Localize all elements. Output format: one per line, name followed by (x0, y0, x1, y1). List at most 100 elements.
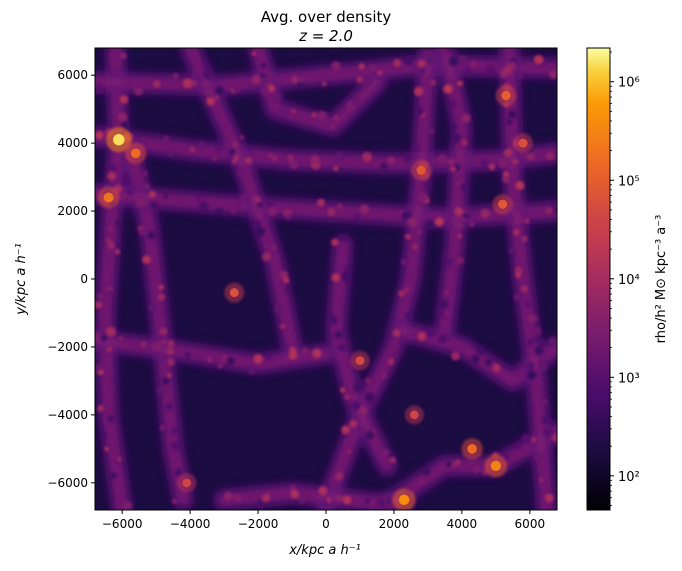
density-clump (513, 372, 519, 378)
density-clump (97, 405, 104, 412)
density-clump (351, 401, 361, 411)
density-clump (485, 358, 493, 366)
density-clump (159, 327, 168, 336)
density-clump (211, 156, 217, 162)
cluster-core (518, 138, 528, 148)
density-clump (454, 207, 463, 216)
density-clump (297, 75, 305, 84)
density-clump (158, 284, 164, 291)
density-clump (334, 151, 344, 162)
density-clump (107, 259, 115, 267)
density-clump (171, 428, 178, 435)
density-clump (398, 290, 405, 297)
density-clump (253, 353, 263, 364)
density-clump (166, 195, 176, 204)
cluster-core (130, 148, 141, 159)
cluster-core (498, 199, 508, 209)
cluster-core (490, 460, 501, 471)
density-clump (167, 372, 172, 378)
density-clump (100, 334, 108, 342)
density-clump (142, 255, 151, 264)
y-axis-label: y/kpc a h⁻¹ (14, 243, 29, 316)
density-clump (476, 346, 486, 355)
density-clump (393, 59, 402, 68)
density-clump (361, 77, 370, 86)
density-clump (260, 76, 270, 85)
y-tick-label: 6000 (57, 68, 88, 82)
density-clump (163, 193, 169, 199)
density-clump (288, 350, 298, 360)
density-clump (458, 55, 468, 64)
colorbar-label: rho/h² M⊙ kpc⁻³ a⁻³ (654, 215, 669, 344)
density-clump (539, 362, 549, 372)
density-clump (229, 148, 236, 155)
y-tick-label: 0 (80, 272, 88, 286)
density-clump (105, 326, 116, 337)
density-clump (449, 100, 456, 108)
density-clump (301, 347, 309, 355)
density-clump (162, 310, 168, 316)
density-clump (326, 497, 332, 503)
cluster-core (355, 356, 365, 365)
density-clump (435, 217, 444, 227)
density-clump (108, 226, 114, 232)
density-clump (356, 76, 364, 84)
density-clump (359, 204, 370, 215)
density-clump (533, 452, 544, 463)
density-clump (109, 85, 117, 93)
density-clump (425, 220, 435, 230)
density-clump (340, 387, 346, 393)
density-clump (525, 301, 532, 308)
density-clump (515, 72, 524, 80)
density-clump (114, 488, 120, 494)
density-clump (492, 363, 501, 373)
density-clump (420, 67, 426, 73)
density-clump (339, 298, 346, 306)
density-clump (256, 201, 263, 208)
chart-title: Avg. over density (261, 8, 392, 26)
x-axis: −6000 −4000 −2000 0 2000 4000 6000 (102, 510, 545, 531)
density-clump (253, 220, 261, 229)
density-clump (115, 220, 122, 227)
x-tick-label: −6000 (102, 517, 143, 531)
cluster-core (501, 90, 511, 101)
density-clump (182, 78, 193, 89)
density-clump (162, 377, 170, 385)
density-clump (165, 403, 173, 410)
density-clump (109, 51, 117, 60)
density-clump (538, 477, 544, 483)
density-clump (508, 110, 517, 119)
density-clump (334, 331, 343, 340)
density-clump (331, 61, 341, 71)
density-clump (438, 309, 447, 318)
density-clump (284, 287, 291, 294)
density-clump (253, 196, 261, 204)
density-clump (262, 252, 272, 262)
density-clump (289, 484, 297, 492)
density-clump (106, 289, 113, 296)
density-clump (498, 158, 509, 168)
density-clump (279, 323, 286, 330)
density-clump (119, 114, 127, 123)
density-clump (418, 192, 429, 203)
density-clump (140, 136, 147, 143)
y-tick-label: −2000 (47, 340, 88, 354)
density-clump (175, 468, 183, 477)
density-clump (289, 159, 299, 170)
density-clump (215, 146, 223, 153)
density-clump (203, 87, 213, 97)
density-clump (172, 498, 178, 504)
filament-core (322, 50, 432, 510)
colorbar-tick-label: 10⁴ (618, 273, 640, 288)
density-clump (119, 52, 127, 60)
density-clump (456, 256, 464, 265)
cluster-core (182, 478, 192, 488)
density-clump (333, 166, 339, 171)
density-clump (456, 233, 463, 239)
density-clump (153, 80, 161, 88)
density-clump (110, 472, 117, 479)
density-clump (526, 152, 535, 161)
colorbar-tick-label: 10⁵ (618, 174, 640, 189)
density-clump (270, 244, 278, 252)
density-clump (239, 134, 245, 140)
